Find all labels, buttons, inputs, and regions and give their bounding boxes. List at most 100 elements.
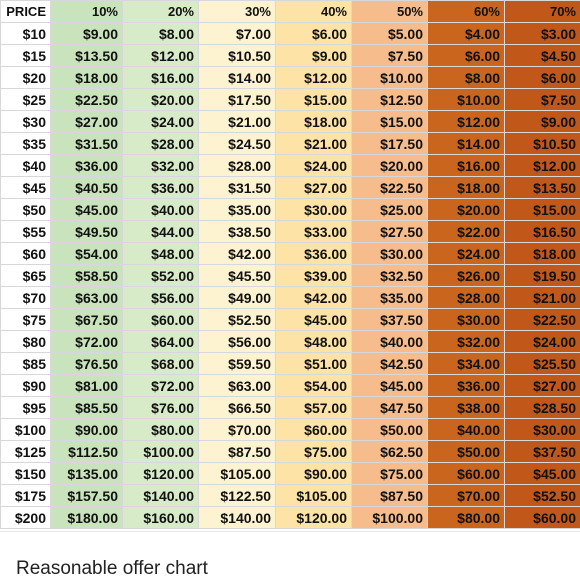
cell-70-percent: $28.50 (505, 397, 580, 419)
cell-60-percent: $38.00 (428, 397, 505, 419)
cell-50-percent: $50.00 (352, 419, 428, 441)
cell-40-percent: $105.00 (276, 485, 352, 507)
table-row: $20$18.00$16.00$14.00$12.00$10.00$8.00$6… (1, 67, 580, 89)
cell-70-percent: $18.00 (505, 243, 580, 265)
cell-70-percent: $52.50 (505, 485, 580, 507)
cell-30-percent: $21.00 (199, 111, 276, 133)
table-row: $65$58.50$52.00$45.50$39.00$32.50$26.00$… (1, 265, 580, 287)
offer-table: PRICE 10% 20% 30% 40% 50% 60% 70% $10$9.… (0, 0, 580, 529)
cell-20-percent: $140.00 (123, 485, 199, 507)
cell-price: $60 (1, 243, 51, 265)
cell-30-percent: $122.50 (199, 485, 276, 507)
cell-40-percent: $18.00 (276, 111, 352, 133)
cell-60-percent: $40.00 (428, 419, 505, 441)
cell-60-percent: $8.00 (428, 67, 505, 89)
cell-10-percent: $45.00 (51, 199, 123, 221)
cell-10-percent: $72.00 (51, 331, 123, 353)
cell-30-percent: $56.00 (199, 331, 276, 353)
cell-60-percent: $24.00 (428, 243, 505, 265)
cell-10-percent: $58.50 (51, 265, 123, 287)
cell-50-percent: $75.00 (352, 463, 428, 485)
cell-20-percent: $12.00 (123, 45, 199, 67)
cell-20-percent: $36.00 (123, 177, 199, 199)
cell-60-percent: $70.00 (428, 485, 505, 507)
cell-30-percent: $70.00 (199, 419, 276, 441)
cell-50-percent: $20.00 (352, 155, 428, 177)
cell-price: $65 (1, 265, 51, 287)
cell-10-percent: $67.50 (51, 309, 123, 331)
cell-50-percent: $40.00 (352, 331, 428, 353)
cell-10-percent: $18.00 (51, 67, 123, 89)
cell-10-percent: $49.50 (51, 221, 123, 243)
cell-30-percent: $31.50 (199, 177, 276, 199)
cell-70-percent: $9.00 (505, 111, 580, 133)
caption-text: Reasonable offer chart (16, 558, 208, 580)
cell-price: $50 (1, 199, 51, 221)
table-row: $50$45.00$40.00$35.00$30.00$25.00$20.00$… (1, 199, 580, 221)
cell-30-percent: $140.00 (199, 507, 276, 529)
cell-40-percent: $60.00 (276, 419, 352, 441)
cell-30-percent: $10.50 (199, 45, 276, 67)
cell-10-percent: $90.00 (51, 419, 123, 441)
cell-20-percent: $72.00 (123, 375, 199, 397)
table-row: $10$9.00$8.00$7.00$6.00$5.00$4.00$3.00 (1, 23, 580, 45)
cell-60-percent: $4.00 (428, 23, 505, 45)
cell-70-percent: $19.50 (505, 265, 580, 287)
cell-50-percent: $17.50 (352, 133, 428, 155)
cell-60-percent: $50.00 (428, 441, 505, 463)
cell-50-percent: $22.50 (352, 177, 428, 199)
table-row: $100$90.00$80.00$70.00$60.00$50.00$40.00… (1, 419, 580, 441)
cell-price: $35 (1, 133, 51, 155)
cell-40-percent: $6.00 (276, 23, 352, 45)
cell-20-percent: $32.00 (123, 155, 199, 177)
cell-price: $25 (1, 89, 51, 111)
cell-50-percent: $100.00 (352, 507, 428, 529)
cell-60-percent: $22.00 (428, 221, 505, 243)
cell-30-percent: $87.50 (199, 441, 276, 463)
cell-40-percent: $75.00 (276, 441, 352, 463)
cell-10-percent: $63.00 (51, 287, 123, 309)
cell-price: $45 (1, 177, 51, 199)
table-row: $25$22.50$20.00$17.50$15.00$12.50$10.00$… (1, 89, 580, 111)
cell-60-percent: $80.00 (428, 507, 505, 529)
cell-70-percent: $3.00 (505, 23, 580, 45)
cell-60-percent: $60.00 (428, 463, 505, 485)
table-row: $35$31.50$28.00$24.50$21.00$17.50$14.00$… (1, 133, 580, 155)
cell-20-percent: $68.00 (123, 353, 199, 375)
cell-10-percent: $31.50 (51, 133, 123, 155)
cell-30-percent: $66.50 (199, 397, 276, 419)
cell-60-percent: $6.00 (428, 45, 505, 67)
offer-table-container: PRICE 10% 20% 30% 40% 50% 60% 70% $10$9.… (0, 0, 580, 531)
cell-30-percent: $7.00 (199, 23, 276, 45)
cell-10-percent: $40.50 (51, 177, 123, 199)
header-20-percent: 20% (123, 1, 199, 23)
cell-price: $95 (1, 397, 51, 419)
cell-40-percent: $54.00 (276, 375, 352, 397)
cell-price: $85 (1, 353, 51, 375)
cell-30-percent: $24.50 (199, 133, 276, 155)
cell-40-percent: $36.00 (276, 243, 352, 265)
cell-70-percent: $6.00 (505, 67, 580, 89)
cell-price: $55 (1, 221, 51, 243)
cell-20-percent: $48.00 (123, 243, 199, 265)
cell-40-percent: $120.00 (276, 507, 352, 529)
cell-40-percent: $33.00 (276, 221, 352, 243)
table-row: $40$36.00$32.00$28.00$24.00$20.00$16.00$… (1, 155, 580, 177)
cell-70-percent: $10.50 (505, 133, 580, 155)
cell-price: $15 (1, 45, 51, 67)
cell-price: $125 (1, 441, 51, 463)
table-row: $125$112.50$100.00$87.50$75.00$62.50$50.… (1, 441, 580, 463)
table-row: $15$13.50$12.00$10.50$9.00$7.50$6.00$4.5… (1, 45, 580, 67)
cell-40-percent: $51.00 (276, 353, 352, 375)
cell-70-percent: $13.50 (505, 177, 580, 199)
cell-40-percent: $9.00 (276, 45, 352, 67)
cell-10-percent: $85.50 (51, 397, 123, 419)
cell-20-percent: $24.00 (123, 111, 199, 133)
cell-20-percent: $60.00 (123, 309, 199, 331)
cell-50-percent: $47.50 (352, 397, 428, 419)
cell-40-percent: $30.00 (276, 199, 352, 221)
cell-10-percent: $36.00 (51, 155, 123, 177)
cell-10-percent: $135.00 (51, 463, 123, 485)
cell-price: $70 (1, 287, 51, 309)
cell-10-percent: $112.50 (51, 441, 123, 463)
